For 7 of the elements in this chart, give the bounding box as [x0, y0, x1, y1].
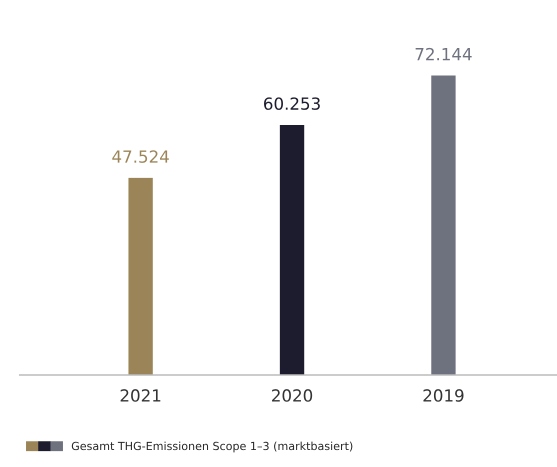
x-tick-label: 2020	[272, 389, 312, 402]
data-label: 60.253	[264, 97, 320, 110]
x-tick-label: 2021	[120, 389, 160, 402]
data-label: 47.524	[112, 150, 169, 163]
data-label: 72.144	[416, 48, 472, 60]
legend-label: Gesamt THG-Emissionen Scope 1–3 (marktbasiert)	[72, 442, 352, 452]
x-tick-label: 2019	[423, 389, 464, 402]
